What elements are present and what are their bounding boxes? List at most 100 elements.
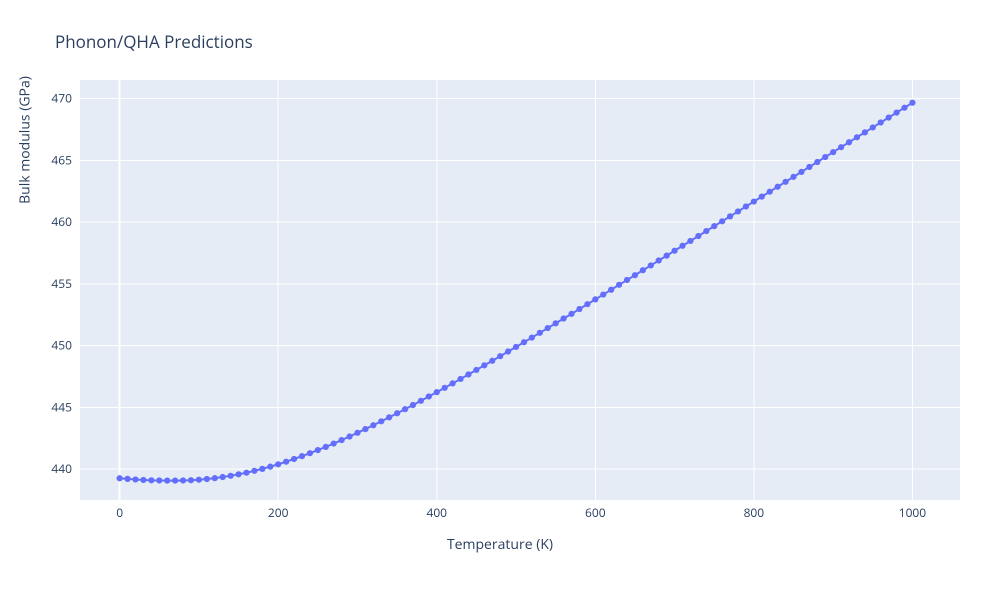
data-point[interactable]	[172, 478, 178, 484]
data-point[interactable]	[148, 477, 154, 483]
data-point[interactable]	[434, 389, 440, 395]
data-point[interactable]	[782, 179, 788, 185]
data-point[interactable]	[426, 393, 432, 399]
data-point[interactable]	[140, 477, 146, 483]
data-point[interactable]	[394, 410, 400, 416]
data-point[interactable]	[212, 475, 218, 481]
data-point[interactable]	[679, 243, 685, 249]
data-point[interactable]	[323, 444, 329, 450]
data-point[interactable]	[600, 291, 606, 297]
data-point[interactable]	[481, 362, 487, 368]
data-point[interactable]	[687, 238, 693, 244]
data-point[interactable]	[624, 277, 630, 283]
data-point[interactable]	[362, 426, 368, 432]
data-point[interactable]	[164, 478, 170, 484]
data-point[interactable]	[648, 262, 654, 268]
data-point[interactable]	[608, 287, 614, 293]
data-point[interactable]	[592, 296, 598, 302]
plot-area[interactable]: 02004006008001000 440445450455460465470	[80, 80, 960, 500]
data-point[interactable]	[331, 440, 337, 446]
data-point[interactable]	[671, 248, 677, 254]
data-point[interactable]	[283, 459, 289, 465]
data-point[interactable]	[695, 233, 701, 239]
data-point[interactable]	[767, 189, 773, 195]
data-point[interactable]	[568, 311, 574, 317]
data-point[interactable]	[251, 468, 257, 474]
data-point[interactable]	[830, 149, 836, 155]
data-point[interactable]	[204, 476, 210, 482]
data-point[interactable]	[117, 475, 123, 481]
data-point[interactable]	[743, 203, 749, 209]
data-point[interactable]	[228, 473, 234, 479]
data-point[interactable]	[156, 477, 162, 483]
data-point[interactable]	[267, 464, 273, 470]
data-point[interactable]	[442, 385, 448, 391]
data-point[interactable]	[220, 474, 226, 480]
data-point[interactable]	[719, 218, 725, 224]
data-point[interactable]	[751, 198, 757, 204]
data-point[interactable]	[275, 461, 281, 467]
data-point[interactable]	[640, 267, 646, 273]
data-point[interactable]	[561, 315, 567, 321]
data-point[interactable]	[505, 348, 511, 354]
data-point[interactable]	[775, 184, 781, 190]
data-point[interactable]	[893, 110, 899, 116]
data-point[interactable]	[291, 456, 297, 462]
data-point[interactable]	[711, 223, 717, 229]
data-point[interactable]	[886, 114, 892, 120]
data-point[interactable]	[339, 437, 345, 443]
data-point[interactable]	[450, 380, 456, 386]
data-point[interactable]	[703, 228, 709, 234]
data-point[interactable]	[553, 320, 559, 326]
data-point[interactable]	[727, 213, 733, 219]
data-point[interactable]	[378, 418, 384, 424]
data-point[interactable]	[838, 144, 844, 150]
data-point[interactable]	[465, 371, 471, 377]
data-point[interactable]	[513, 344, 519, 350]
data-point[interactable]	[576, 306, 582, 312]
data-point[interactable]	[354, 430, 360, 436]
data-point[interactable]	[410, 402, 416, 408]
data-point[interactable]	[188, 477, 194, 483]
data-point[interactable]	[901, 105, 907, 111]
data-point[interactable]	[584, 301, 590, 307]
data-point[interactable]	[235, 471, 241, 477]
data-point[interactable]	[862, 129, 868, 135]
data-point[interactable]	[822, 154, 828, 160]
data-point[interactable]	[806, 164, 812, 170]
data-point[interactable]	[529, 334, 535, 340]
data-point[interactable]	[521, 339, 527, 345]
data-point[interactable]	[180, 477, 186, 483]
data-point[interactable]	[473, 367, 479, 373]
data-point[interactable]	[132, 476, 138, 482]
data-point[interactable]	[759, 194, 765, 200]
data-point[interactable]	[402, 406, 408, 412]
data-point[interactable]	[798, 169, 804, 175]
data-point[interactable]	[418, 398, 424, 404]
data-point[interactable]	[664, 253, 670, 259]
data-point[interactable]	[315, 447, 321, 453]
data-point[interactable]	[243, 470, 249, 476]
data-point[interactable]	[878, 119, 884, 125]
data-point[interactable]	[370, 422, 376, 428]
data-point[interactable]	[489, 358, 495, 364]
data-point[interactable]	[124, 476, 130, 482]
data-point[interactable]	[790, 174, 796, 180]
data-point[interactable]	[259, 466, 265, 472]
data-point[interactable]	[497, 353, 503, 359]
data-point[interactable]	[196, 477, 202, 483]
data-point[interactable]	[814, 159, 820, 165]
data-point[interactable]	[299, 453, 305, 459]
data-point[interactable]	[909, 100, 915, 106]
data-point[interactable]	[632, 272, 638, 278]
data-point[interactable]	[537, 330, 543, 336]
data-point[interactable]	[307, 450, 313, 456]
data-point[interactable]	[457, 376, 463, 382]
data-point[interactable]	[846, 139, 852, 145]
data-point[interactable]	[735, 208, 741, 214]
data-point[interactable]	[545, 325, 551, 331]
data-point[interactable]	[346, 433, 352, 439]
data-point[interactable]	[656, 257, 662, 263]
data-point[interactable]	[386, 414, 392, 420]
data-point[interactable]	[616, 282, 622, 288]
